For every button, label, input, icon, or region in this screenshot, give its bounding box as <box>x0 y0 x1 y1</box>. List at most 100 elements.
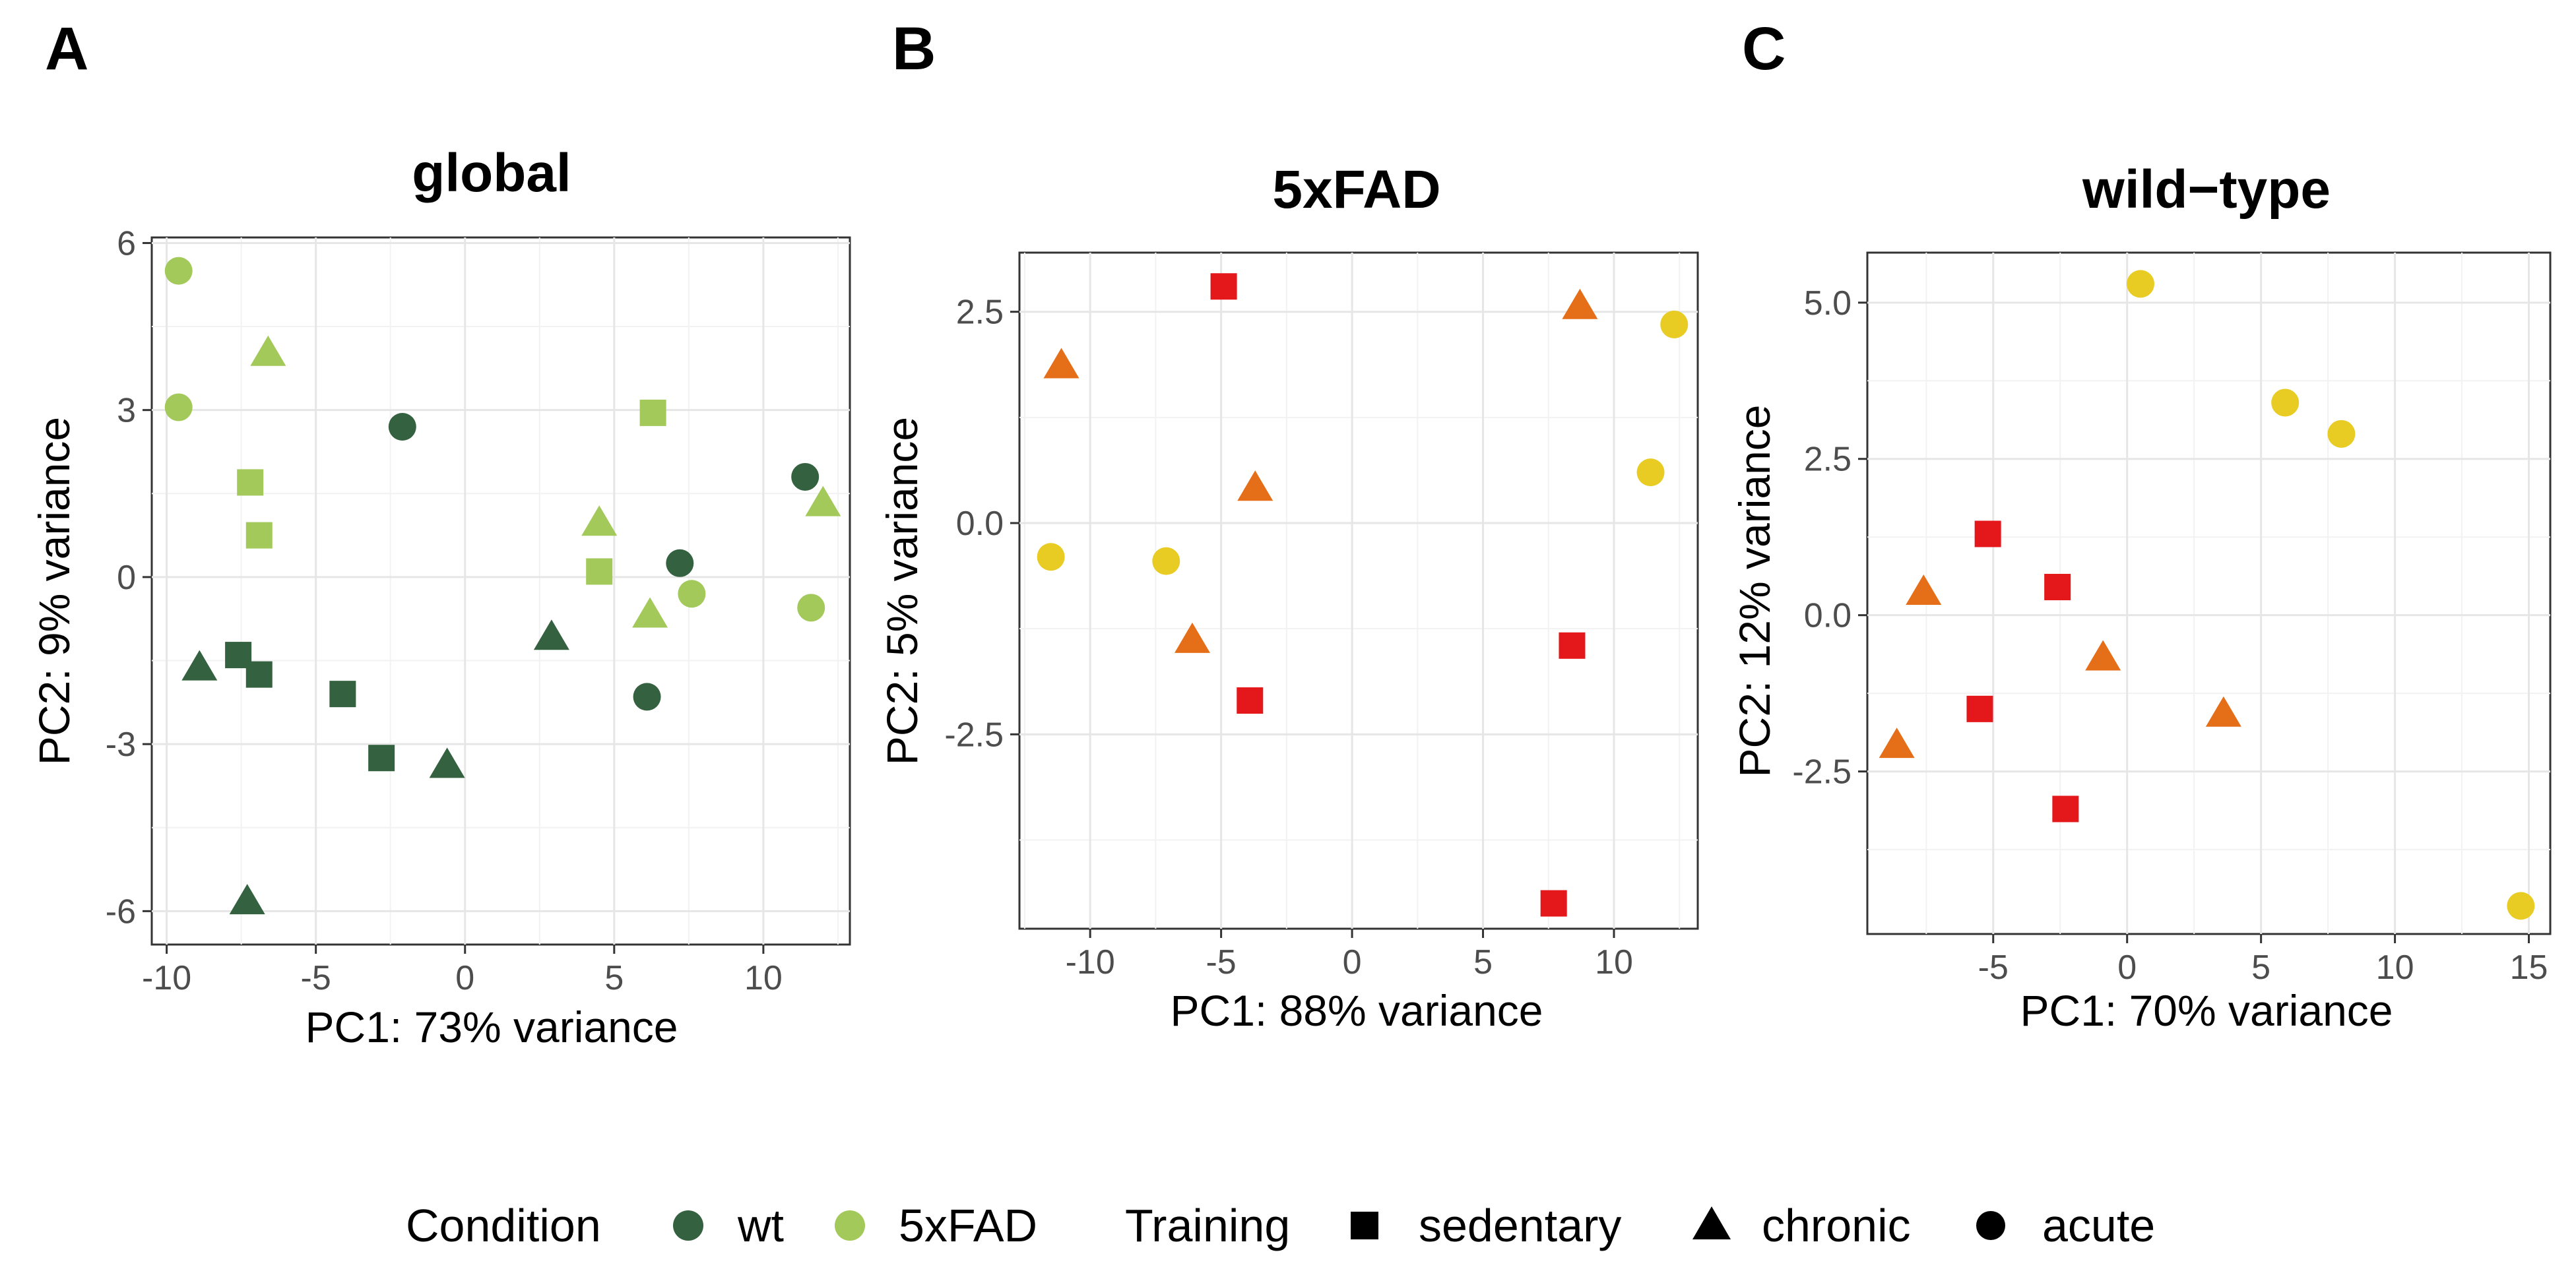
panel-c-x-tick-label-0: -5 <box>1978 948 2009 987</box>
panel-a-x-axis-label: PC1: 73% variance <box>306 1003 678 1051</box>
panel-a-point-2 <box>250 335 286 366</box>
panel-a-point-0 <box>164 257 193 285</box>
panel-a-y-ticks: -6 -3 0 3 6 <box>106 224 152 931</box>
legend-wt-key <box>673 1210 703 1241</box>
panel-b-point-1 <box>1043 348 1079 379</box>
panel-a-point-8 <box>586 558 613 585</box>
panel-a-y-tick-label-0: -6 <box>106 892 136 931</box>
panel-c-point-3 <box>1974 520 2001 547</box>
panel-a-point-12 <box>791 462 820 491</box>
panel-a-x-tick-label-2: 0 <box>455 959 474 997</box>
panel-a-point-21 <box>533 619 569 650</box>
panel-b-y-axis-label: PC2: 5% variance <box>878 417 926 765</box>
panel-b: B 5xFAD -10 -5 0 5 10 -2.5 0.0 2.5 PC1: 88% va… <box>878 15 1699 1035</box>
panel-c-y-tick-label-0: -2.5 <box>1792 753 1852 792</box>
legend-sedentary-square-icon <box>1351 1212 1378 1239</box>
panel-b-point-10 <box>1237 687 1264 714</box>
panel-c-y-ticks: -2.5 0.0 2.5 5.0 <box>1792 284 1867 792</box>
panel-c-point-11 <box>2507 892 2535 920</box>
legend-5xfad-label: 5xFAD <box>899 1200 1037 1251</box>
panel-b-point-7 <box>1152 547 1180 575</box>
panel-a-plot-area <box>150 236 851 946</box>
panel-b-point-3 <box>1660 310 1689 338</box>
panel-b-points <box>1037 273 1689 917</box>
panel-a-point-17 <box>245 661 273 688</box>
panel-c-x-tick-label-2: 5 <box>2251 948 2270 987</box>
panel-a-point-5 <box>388 412 416 441</box>
panel-b-y-tick-label-1: 0.0 <box>956 505 1004 543</box>
panel-a-x-tick-label-0: -10 <box>142 959 191 997</box>
panel-b-x-ticks: -10 -5 0 5 10 <box>1066 929 1633 981</box>
panel-c: C wild−type -5 0 5 10 15 -2.5 0.0 2.5 5.0 PC1: … <box>1730 15 2552 1035</box>
panel-a-point-4 <box>245 522 273 549</box>
panel-c-y-tick-label-1: 0.0 <box>1804 597 1852 635</box>
panel-c-plot-area <box>1866 251 2552 935</box>
legend-chronic-label: chronic <box>1762 1200 1911 1251</box>
panel-c-y-axis-label: PC2: 12% variance <box>1730 405 1779 778</box>
panel-a-point-18 <box>329 681 356 708</box>
panel-c-title: wild−type <box>2082 160 2331 220</box>
panel-c-x-tick-label-3: 10 <box>2376 948 2414 987</box>
panel-letter-c: C <box>1742 15 1786 82</box>
panel-b-point-9 <box>1559 632 1586 659</box>
panel-a-point-19 <box>368 745 395 772</box>
panel-b-gridlines <box>1019 253 1698 929</box>
panel-a-x-ticks: -10 -5 0 5 10 <box>142 945 783 997</box>
legend-sedentary-label: sedentary <box>1419 1200 1621 1251</box>
panel-a-point-10 <box>678 580 706 608</box>
panel-a-y-tick-label-4: 6 <box>117 224 136 263</box>
legend-acute-label: acute <box>2042 1200 2155 1251</box>
panel-b-point-11 <box>1540 890 1567 917</box>
panel-a-y-axis-label: PC2: 9% variance <box>30 417 79 765</box>
panel-a-y-tick-label-1: -3 <box>106 726 136 764</box>
panel-b-point-5 <box>1636 458 1665 487</box>
panel-c-point-8 <box>2205 696 2241 727</box>
legend-chronic-triangle-icon <box>1692 1206 1731 1239</box>
panel-a-point-7 <box>581 505 618 536</box>
panel-a-point-6 <box>639 399 666 426</box>
panel-c-point-4 <box>2044 574 2071 601</box>
panel-b-point-6 <box>1037 543 1065 571</box>
panel-c-y-tick-label-2: 2.5 <box>1804 441 1852 479</box>
panel-a-point-3 <box>237 469 264 496</box>
panel-a-point-1 <box>164 393 193 421</box>
panel-a-point-11 <box>632 597 668 628</box>
panel-b-y-tick-label-0: -2.5 <box>944 716 1004 754</box>
panel-a-point-20 <box>429 747 465 778</box>
legend: Condition wt 5xFAD Training sedentary ch… <box>406 1200 2155 1251</box>
panel-c-point-9 <box>1879 728 1915 759</box>
panel-b-point-8 <box>1174 622 1210 653</box>
legend-wt-label: wt <box>737 1200 784 1251</box>
panel-a-point-15 <box>181 650 218 681</box>
panel-a-point-13 <box>805 485 841 516</box>
panel-a-gridlines <box>152 237 850 945</box>
legend-condition-title: Condition <box>406 1200 601 1251</box>
panel-c-point-0 <box>2127 270 2154 298</box>
panel-b-point-4 <box>1237 470 1273 501</box>
panel-c-point-2 <box>2327 420 2356 448</box>
panel-b-point-0 <box>1210 273 1237 300</box>
panel-a-points <box>164 257 841 915</box>
panel-letter-b: B <box>892 15 936 82</box>
panel-a-y-tick-label-3: 3 <box>117 392 136 430</box>
panel-c-x-axis-label: PC1: 70% variance <box>2020 986 2393 1035</box>
panel-c-point-5 <box>1906 574 1942 605</box>
legend-training-title: Training <box>1125 1200 1290 1251</box>
panel-a-point-22 <box>633 683 661 711</box>
panel-b-y-ticks: -2.5 0.0 2.5 <box>944 294 1019 754</box>
panel-a-x-tick-label-4: 10 <box>744 959 783 997</box>
panel-c-point-10 <box>2052 795 2079 823</box>
panel-b-x-axis-label: PC1: 88% variance <box>1171 986 1543 1035</box>
panel-c-x-ticks: -5 0 5 10 15 <box>1978 934 2548 987</box>
panel-a-x-tick-label-3: 5 <box>604 959 624 997</box>
panel-b-x-tick-label-3: 5 <box>1473 943 1493 981</box>
panel-c-point-6 <box>2085 640 2121 671</box>
panel-letter-a: A <box>45 15 88 82</box>
panel-c-x-tick-label-1: 0 <box>2117 948 2137 987</box>
panel-c-y-tick-label-3: 5.0 <box>1804 284 1852 323</box>
panel-b-x-tick-label-4: 10 <box>1595 943 1633 981</box>
panel-a-y-tick-label-2: 0 <box>117 559 136 597</box>
panel-c-point-1 <box>2271 389 2300 417</box>
panel-b-title: 5xFAD <box>1272 160 1440 220</box>
